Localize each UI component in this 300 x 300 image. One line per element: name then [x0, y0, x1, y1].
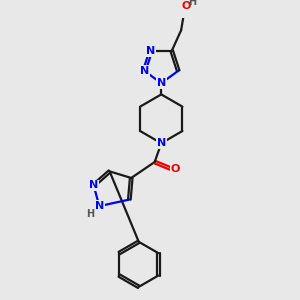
Text: O: O [171, 164, 180, 174]
Text: N: N [146, 46, 155, 56]
Text: N: N [89, 181, 98, 190]
Text: N: N [140, 66, 149, 76]
Text: O: O [181, 1, 190, 11]
Text: N: N [157, 138, 166, 148]
Text: N: N [95, 201, 104, 211]
Text: H: H [86, 208, 94, 219]
Text: N: N [157, 78, 166, 88]
Text: H: H [188, 0, 196, 7]
